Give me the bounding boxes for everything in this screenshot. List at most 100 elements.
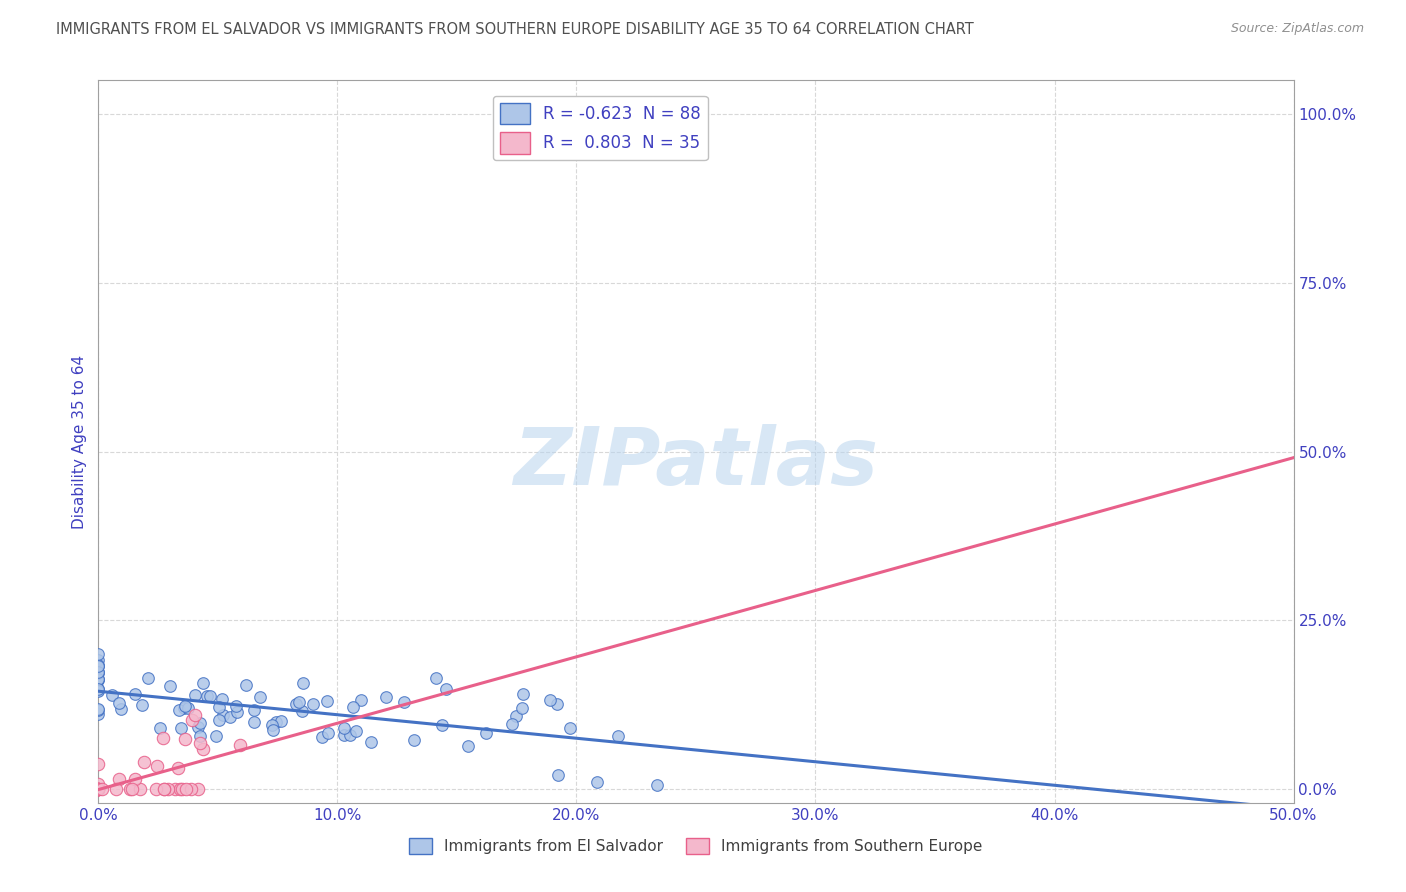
Y-axis label: Disability Age 35 to 64: Disability Age 35 to 64: [72, 354, 87, 529]
Point: [87, 782, 110, 797]
Point: [174, 698, 197, 713]
Point: [249, 690, 271, 705]
Point: [212, 708, 235, 723]
Point: [547, 768, 569, 782]
Point: [145, 782, 167, 797]
Point: [183, 688, 205, 702]
Point: [333, 728, 356, 742]
Point: [219, 710, 242, 724]
Point: [430, 718, 453, 732]
Point: [404, 733, 426, 747]
Point: [136, 671, 159, 685]
Point: [87, 782, 110, 797]
Point: [87, 665, 110, 679]
Point: [316, 725, 339, 739]
Point: [87, 701, 110, 715]
Point: [291, 704, 314, 718]
Point: [315, 694, 337, 708]
Point: [560, 721, 582, 735]
Point: [475, 726, 498, 740]
Point: [342, 700, 364, 714]
Point: [176, 701, 198, 715]
Point: [193, 742, 215, 756]
Point: [167, 703, 190, 717]
Point: [270, 714, 292, 728]
Point: [285, 698, 308, 712]
Point: [360, 735, 382, 749]
Point: [546, 698, 568, 712]
Point: [262, 723, 284, 737]
Point: [87, 682, 110, 697]
Point: [153, 782, 176, 797]
Point: [505, 709, 527, 723]
Point: [87, 648, 110, 662]
Point: [645, 778, 668, 792]
Point: [132, 755, 155, 769]
Point: [87, 672, 110, 686]
Point: [191, 675, 214, 690]
Point: [87, 782, 110, 797]
Point: [174, 782, 197, 797]
Point: [124, 772, 146, 786]
Point: [87, 703, 110, 717]
Point: [87, 683, 110, 698]
Text: ZIPatlas: ZIPatlas: [513, 425, 879, 502]
Point: [339, 728, 361, 742]
Text: IMMIGRANTS FROM EL SALVADOR VS IMMIGRANTS FROM SOUTHERN EUROPE DISABILITY AGE 35: IMMIGRANTS FROM EL SALVADOR VS IMMIGRANT…: [56, 22, 974, 37]
Point: [121, 782, 143, 797]
Point: [208, 699, 231, 714]
Point: [149, 721, 172, 735]
Point: [606, 729, 628, 743]
Point: [87, 658, 110, 673]
Point: [394, 695, 416, 709]
Point: [146, 758, 169, 772]
Point: [87, 756, 110, 771]
Point: [510, 701, 533, 715]
Point: [585, 774, 607, 789]
Point: [87, 681, 110, 696]
Point: [434, 682, 457, 697]
Point: [243, 703, 266, 717]
Point: [512, 687, 534, 701]
Point: [101, 688, 124, 702]
Point: [87, 673, 110, 687]
Point: [211, 692, 233, 706]
Point: [87, 782, 110, 797]
Point: [120, 782, 142, 797]
Point: [225, 699, 247, 714]
Point: [195, 689, 218, 703]
Point: [350, 693, 373, 707]
Point: [374, 690, 396, 705]
Point: [188, 729, 211, 743]
Point: [87, 707, 110, 722]
Point: [170, 721, 193, 735]
Point: [167, 761, 190, 775]
Point: [87, 666, 110, 681]
Point: [108, 696, 131, 710]
Point: [457, 739, 479, 753]
Point: [87, 653, 110, 667]
Point: [173, 701, 195, 715]
Point: [131, 698, 153, 712]
Point: [291, 675, 314, 690]
Point: [188, 736, 211, 750]
Point: [153, 782, 176, 797]
Point: [235, 678, 257, 692]
Point: [91, 782, 114, 797]
Point: [242, 715, 264, 730]
Point: [128, 782, 150, 797]
Point: [87, 659, 110, 673]
Point: [344, 723, 367, 738]
Point: [105, 782, 128, 797]
Point: [110, 702, 132, 716]
Point: [107, 772, 129, 786]
Point: [188, 716, 211, 731]
Point: [208, 713, 231, 727]
Point: [156, 782, 179, 797]
Point: [159, 679, 181, 693]
Point: [87, 659, 110, 673]
Point: [152, 731, 174, 745]
Text: Source: ZipAtlas.com: Source: ZipAtlas.com: [1230, 22, 1364, 36]
Point: [187, 720, 209, 734]
Point: [332, 721, 354, 735]
